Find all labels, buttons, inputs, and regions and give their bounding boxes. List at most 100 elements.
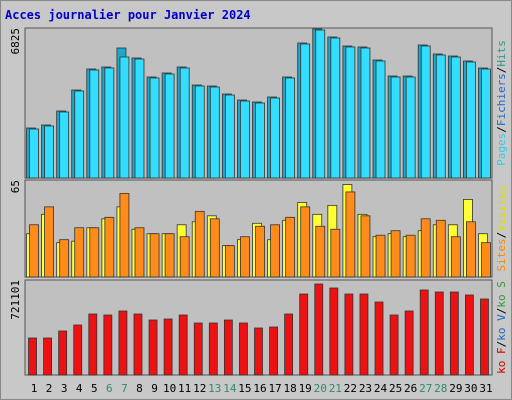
bar (119, 56, 130, 179)
bar (43, 337, 52, 376)
x-tick-label: 9 (151, 382, 158, 395)
bar (314, 283, 324, 376)
bar (330, 37, 341, 179)
bar (285, 216, 296, 278)
legend-entry: Hits (495, 40, 508, 67)
bar (239, 322, 248, 376)
bar (285, 77, 296, 179)
x-tick-label: 10 (163, 382, 176, 395)
bar (224, 94, 235, 179)
bar (149, 233, 160, 278)
y-tick-label: 65 (9, 180, 22, 193)
bar (465, 294, 474, 376)
bar (270, 224, 280, 278)
bar (345, 191, 356, 278)
bar (360, 215, 371, 278)
x-tick-label: 6 (106, 382, 113, 395)
legend-entry: Sites (495, 238, 508, 271)
bar (390, 230, 401, 278)
bar (179, 236, 190, 278)
x-tick-label: 17 (268, 382, 281, 395)
legend-separator: / (495, 341, 508, 348)
legend-separator: / (495, 308, 508, 315)
bar (481, 68, 491, 179)
x-tick-label: 13 (208, 382, 221, 395)
x-tick-label: 30 (464, 382, 477, 395)
y-tick-label: 6825 (9, 28, 22, 55)
bar (240, 236, 250, 278)
x-tick-label: 27 (419, 382, 432, 395)
bar (269, 326, 278, 376)
x-tick-label: 1 (31, 382, 38, 395)
bar (330, 228, 341, 278)
bar (89, 227, 100, 278)
x-tick-label: 23 (359, 382, 372, 395)
bar (374, 301, 384, 376)
bar (435, 219, 446, 278)
bar (149, 77, 160, 179)
x-tick-label: 25 (389, 382, 402, 395)
bar (73, 324, 83, 376)
x-tick-label: 11 (178, 382, 191, 395)
x-tick-label: 16 (253, 382, 266, 395)
x-tick-label: 28 (434, 382, 447, 395)
bar (284, 313, 294, 376)
bar (28, 337, 37, 376)
bar (390, 76, 401, 179)
legend: ko F/ko V/ko S (495, 281, 508, 374)
bar (480, 298, 489, 376)
bar (375, 60, 386, 179)
legend-entry: ko V (495, 314, 508, 341)
bar (164, 73, 175, 179)
legend-entry: ko S (495, 281, 508, 308)
bar (179, 67, 190, 179)
bar (315, 29, 326, 179)
legend: Pages/Fichiers/Hits (495, 40, 508, 166)
x-tick-label: 2 (46, 382, 53, 395)
x-tick-label: 31 (479, 382, 492, 395)
bar (300, 43, 311, 179)
legend-entry: Fichiers (495, 73, 508, 126)
x-tick-label: 14 (223, 382, 237, 395)
y-tick-label: 721101 (9, 280, 22, 320)
bar (434, 291, 444, 376)
x-tick-label: 29 (449, 382, 462, 395)
bar (300, 206, 311, 278)
bar (134, 58, 145, 179)
bar (59, 239, 70, 278)
bar (178, 314, 188, 376)
bar (164, 233, 175, 278)
bar (223, 319, 233, 376)
bar (481, 242, 491, 278)
x-tick-label: 7 (121, 382, 128, 395)
bar (329, 287, 339, 376)
bar (59, 111, 70, 179)
bar (240, 100, 250, 179)
x-tick-label: 22 (344, 382, 357, 395)
bar (134, 227, 145, 278)
x-tick-label: 26 (404, 382, 417, 395)
bar (255, 102, 265, 179)
bar (209, 86, 220, 179)
bar (299, 293, 309, 376)
bar (255, 225, 265, 278)
bar (466, 221, 476, 278)
x-tick-label: 18 (284, 382, 297, 395)
bar (420, 218, 431, 278)
bar (224, 245, 235, 278)
bar (375, 234, 386, 278)
bar (254, 327, 263, 376)
x-tick-label: 3 (61, 382, 68, 395)
bar (345, 46, 356, 179)
x-tick-label: 5 (91, 382, 98, 395)
x-tick-label: 8 (136, 382, 143, 395)
x-tick-label: 24 (374, 382, 388, 395)
x-tick-label: 4 (76, 382, 83, 395)
bar (360, 47, 371, 179)
legend-entry: ko F (495, 347, 508, 374)
bar (44, 125, 54, 179)
bar (58, 330, 68, 376)
bar (89, 69, 100, 179)
bar (435, 54, 446, 179)
